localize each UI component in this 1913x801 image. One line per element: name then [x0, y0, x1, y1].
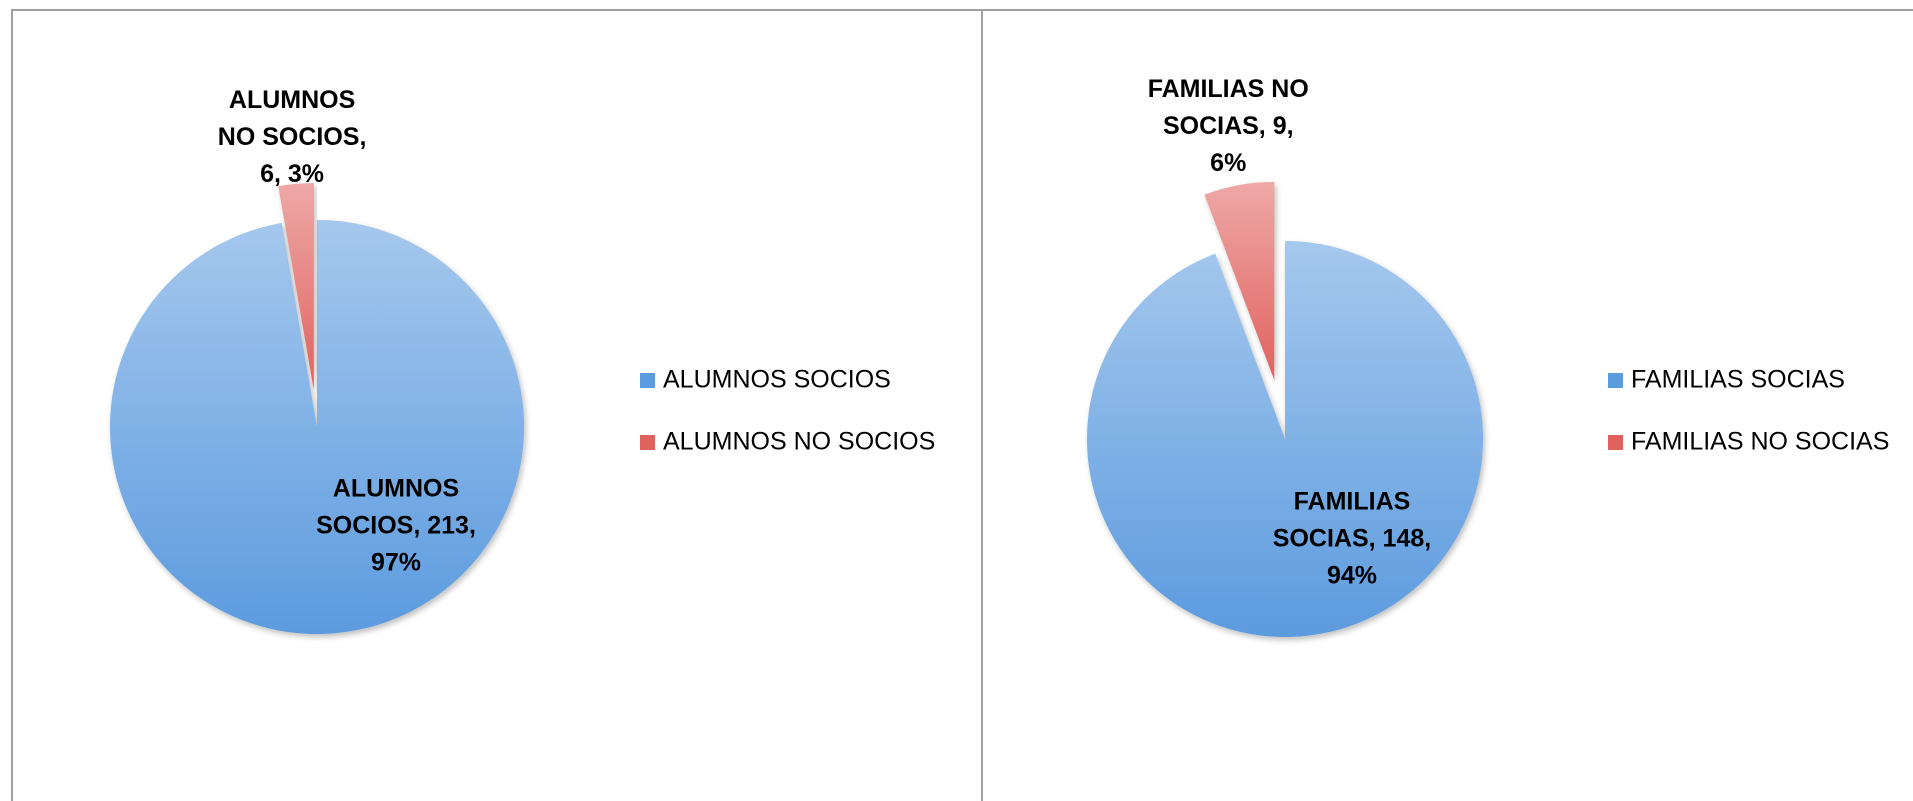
legend-swatch: [1608, 373, 1623, 388]
data-label-line: SOCIAS, 148,: [1273, 525, 1431, 553]
legend-swatch: [640, 435, 655, 450]
data-label-line: 97%: [371, 549, 421, 577]
data-label-line: ALUMNOS: [333, 475, 459, 503]
legend-swatch: [640, 373, 655, 388]
data-label: FAMILIAS NO SOCIAS, 9, 6%: [1148, 75, 1309, 177]
legend-label: FAMILIAS SOCIAS: [1631, 366, 1845, 394]
data-label-line: 6, 3%: [260, 160, 324, 188]
data-label-line: SOCIAS, 9,: [1163, 112, 1294, 140]
legend-label: ALUMNOS SOCIOS: [663, 366, 891, 394]
legend-swatch: [1608, 435, 1623, 450]
pie-slice: [1087, 241, 1483, 637]
data-label-line: 94%: [1327, 562, 1377, 590]
data-label: FAMILIAS SOCIAS, 148, 94%: [1273, 488, 1431, 590]
panel-border: [11, 9, 983, 801]
data-label-line: FAMILIAS: [1294, 488, 1411, 516]
data-label-line: 6%: [1210, 149, 1246, 177]
data-label-line: NO SOCIOS,: [218, 123, 367, 151]
data-label-line: SOCIOS, 213,: [316, 512, 476, 540]
legend-label: ALUMNOS NO SOCIOS: [663, 428, 935, 456]
data-label-line: FAMILIAS NO: [1148, 75, 1309, 103]
data-label: ALUMNOS NO SOCIOS, 6, 3%: [218, 86, 367, 188]
legend-label: FAMILIAS NO SOCIAS: [1631, 428, 1889, 456]
pie-slice: [109, 220, 524, 634]
data-label-line: ALUMNOS: [229, 86, 355, 114]
data-label: ALUMNOS SOCIOS, 213, 97%: [316, 475, 476, 577]
